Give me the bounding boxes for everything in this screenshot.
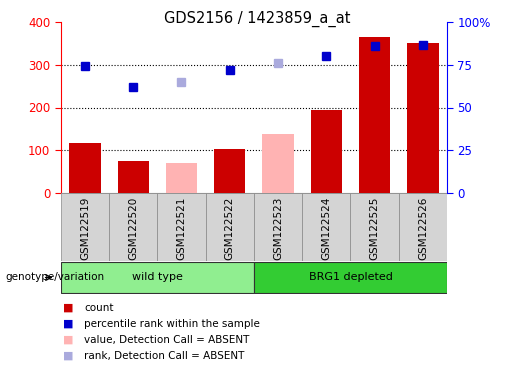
Bar [109,193,157,261]
Bar [117,161,149,193]
Bar [61,193,109,261]
Text: GSM122526: GSM122526 [418,196,428,260]
Text: GSM122519: GSM122519 [80,196,90,260]
Text: GSM122523: GSM122523 [273,196,283,260]
Bar [262,134,294,193]
Bar [359,37,390,193]
Text: value, Detection Call = ABSENT: value, Detection Call = ABSENT [84,335,249,345]
Text: genotype/variation: genotype/variation [5,273,104,283]
Bar [214,149,246,193]
Text: ■: ■ [63,319,74,329]
Bar [399,193,447,261]
Text: ■: ■ [63,303,74,313]
Bar [311,110,342,193]
Text: ■: ■ [63,335,74,345]
Bar [205,193,254,261]
Text: GSM122524: GSM122524 [321,196,331,260]
Bar [350,193,399,261]
Text: rank, Detection Call = ABSENT: rank, Detection Call = ABSENT [84,351,244,361]
Text: BRG1 depleted: BRG1 depleted [308,273,392,283]
Bar [69,142,100,193]
Text: percentile rank within the sample: percentile rank within the sample [84,319,260,329]
Text: GSM122522: GSM122522 [225,196,235,260]
Text: GSM122525: GSM122525 [370,196,380,260]
Bar [166,163,197,193]
Bar [254,193,302,261]
Bar [407,43,439,193]
Text: ■: ■ [63,351,74,361]
Bar [157,193,205,261]
Text: count: count [84,303,113,313]
Text: GDS2156 / 1423859_a_at: GDS2156 / 1423859_a_at [164,11,351,27]
Text: GSM122521: GSM122521 [177,196,186,260]
Bar [61,262,254,293]
Bar [254,262,447,293]
Text: wild type: wild type [132,273,183,283]
Text: GSM122520: GSM122520 [128,196,138,260]
Bar [302,193,350,261]
